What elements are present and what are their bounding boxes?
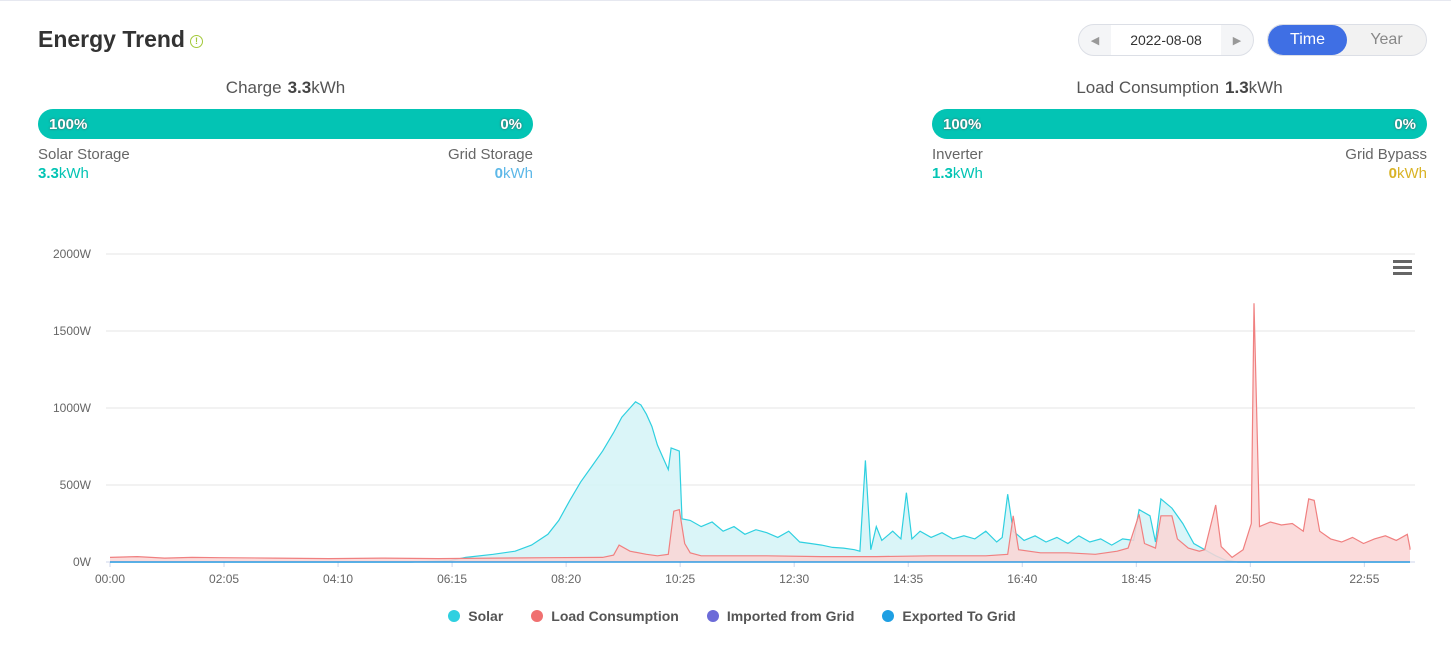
series-line-0 xyxy=(110,401,1410,563)
x-tick-label: 04:10 xyxy=(323,572,353,586)
year-toggle-button[interactable]: Year xyxy=(1370,31,1403,48)
x-tick-label: 14:35 xyxy=(893,572,923,586)
charge-header: Charge 3.3kWh xyxy=(38,78,533,102)
grid-storage-stat: Grid Storage 0kWh xyxy=(448,146,533,182)
x-tick-label: 20:50 xyxy=(1235,572,1265,586)
solar-storage-label: Solar Storage xyxy=(38,146,130,163)
charge-unit: kWh xyxy=(311,78,346,97)
x-tick-label: 12:30 xyxy=(779,572,809,586)
y-tick-label: 500W xyxy=(60,478,92,492)
x-tick-label: 08:20 xyxy=(551,572,581,586)
time-toggle-button[interactable]: Time xyxy=(1268,25,1347,55)
grid-storage-label: Grid Storage xyxy=(447,146,533,163)
inverter-value: 1.3 xyxy=(932,165,953,182)
legend-load-consumption[interactable]: Load Consumption xyxy=(531,608,679,624)
legend-imported-dot xyxy=(706,610,719,622)
legend-exported-to-grid[interactable]: Exported To Grid xyxy=(882,608,1016,624)
load-bar-left-percent: 100% xyxy=(943,116,982,133)
grid-storage-value: 0 xyxy=(494,165,503,182)
y-tick-label: 1500W xyxy=(53,324,92,338)
date-value[interactable]: 2022-08-08 xyxy=(1111,25,1221,55)
inverter-stat: Inverter 1.3kWh xyxy=(932,146,983,182)
skip-forward-icon[interactable]: ▶ xyxy=(1232,34,1242,47)
grid-storage-unit: kWh xyxy=(503,165,533,182)
page-title: Energy Trend ! xyxy=(38,26,203,53)
legend-imported-from-grid[interactable]: Imported from Grid xyxy=(706,608,855,624)
page-title-text: Energy Trend xyxy=(38,26,185,52)
x-tick-label: 16:40 xyxy=(1007,572,1037,586)
solar-storage-unit: kWh xyxy=(58,165,89,182)
charge-progress-bar: 100% 0% xyxy=(38,109,533,139)
hamburger-menu-icon[interactable] xyxy=(1393,260,1412,275)
legend-exported-dot xyxy=(882,610,895,622)
info-circle-icon[interactable]: ! xyxy=(189,34,203,48)
charge-value: 3.3 xyxy=(287,78,312,97)
load-unit: kWh xyxy=(1248,78,1283,97)
period-toggle: Time Year xyxy=(1267,24,1427,56)
legend-load-dot xyxy=(531,610,544,622)
y-tick-label: 2000W xyxy=(53,247,92,261)
inverter-label: Inverter xyxy=(932,146,983,163)
legend-solar-label: Solar xyxy=(468,608,504,624)
solar-storage-stat: Solar Storage 3.3kWh xyxy=(38,146,130,182)
grid-bypass-label: Grid Bypass xyxy=(1345,146,1427,163)
grid-bypass-stat: Grid Bypass 0kWh xyxy=(1345,146,1427,182)
top-divider xyxy=(0,0,1451,1)
x-tick-label: 18:45 xyxy=(1121,572,1151,586)
load-panel: Load Consumption 1.3kWh 100% 0% Inverter … xyxy=(932,78,1427,182)
legend-solar-dot xyxy=(448,610,461,622)
x-tick-label: 02:05 xyxy=(209,572,239,586)
charge-bar-right-percent: 0% xyxy=(500,116,522,133)
load-value: 1.3 xyxy=(1225,78,1249,97)
legend-load-label: Load Consumption xyxy=(551,608,679,624)
y-tick-label: 0W xyxy=(73,555,92,569)
x-tick-label: 06:15 xyxy=(437,572,467,586)
energy-trend-chart[interactable]: 0W 500W 1000W 1500W 2000W 00:00 02:05 04:10 06:1… xyxy=(0,230,1451,600)
charge-panel: Charge 3.3kWh 100% 0% Solar Storage 3.3kW… xyxy=(38,78,533,182)
x-tick-label: 22:55 xyxy=(1349,572,1379,586)
inverter-unit: kWh xyxy=(952,165,983,182)
load-progress-bar: 100% 0% xyxy=(932,109,1427,139)
series-line-1 xyxy=(109,303,1411,560)
load-header: Load Consumption 1.3kWh xyxy=(932,78,1427,102)
series-area-1 xyxy=(110,303,1410,562)
chart-legend: Solar Load Consumption Imported from Gri… xyxy=(0,608,1451,624)
date-picker: ◀ 2022-08-08 ▶ xyxy=(1078,24,1254,56)
solar-storage-value: 3.3 xyxy=(38,165,59,182)
legend-exported-label: Exported To Grid xyxy=(902,608,1016,624)
legend-imported-label: Imported from Grid xyxy=(726,608,855,624)
x-tick-label: 10:25 xyxy=(665,572,695,586)
grid-bypass-value: 0 xyxy=(1388,165,1397,182)
grid-bypass-unit: kWh xyxy=(1397,165,1427,182)
skip-back-icon[interactable]: ◀ xyxy=(1090,34,1100,47)
y-tick-label: 1000W xyxy=(53,401,92,415)
legend-solar[interactable]: Solar xyxy=(448,608,503,624)
charge-bar-left-percent: 100% xyxy=(49,116,88,133)
charge-label: Charge xyxy=(225,78,282,97)
load-label: Load Consumption xyxy=(1076,78,1220,97)
x-tick-label: 00:00 xyxy=(95,572,125,586)
load-bar-right-percent: 0% xyxy=(1394,116,1416,133)
